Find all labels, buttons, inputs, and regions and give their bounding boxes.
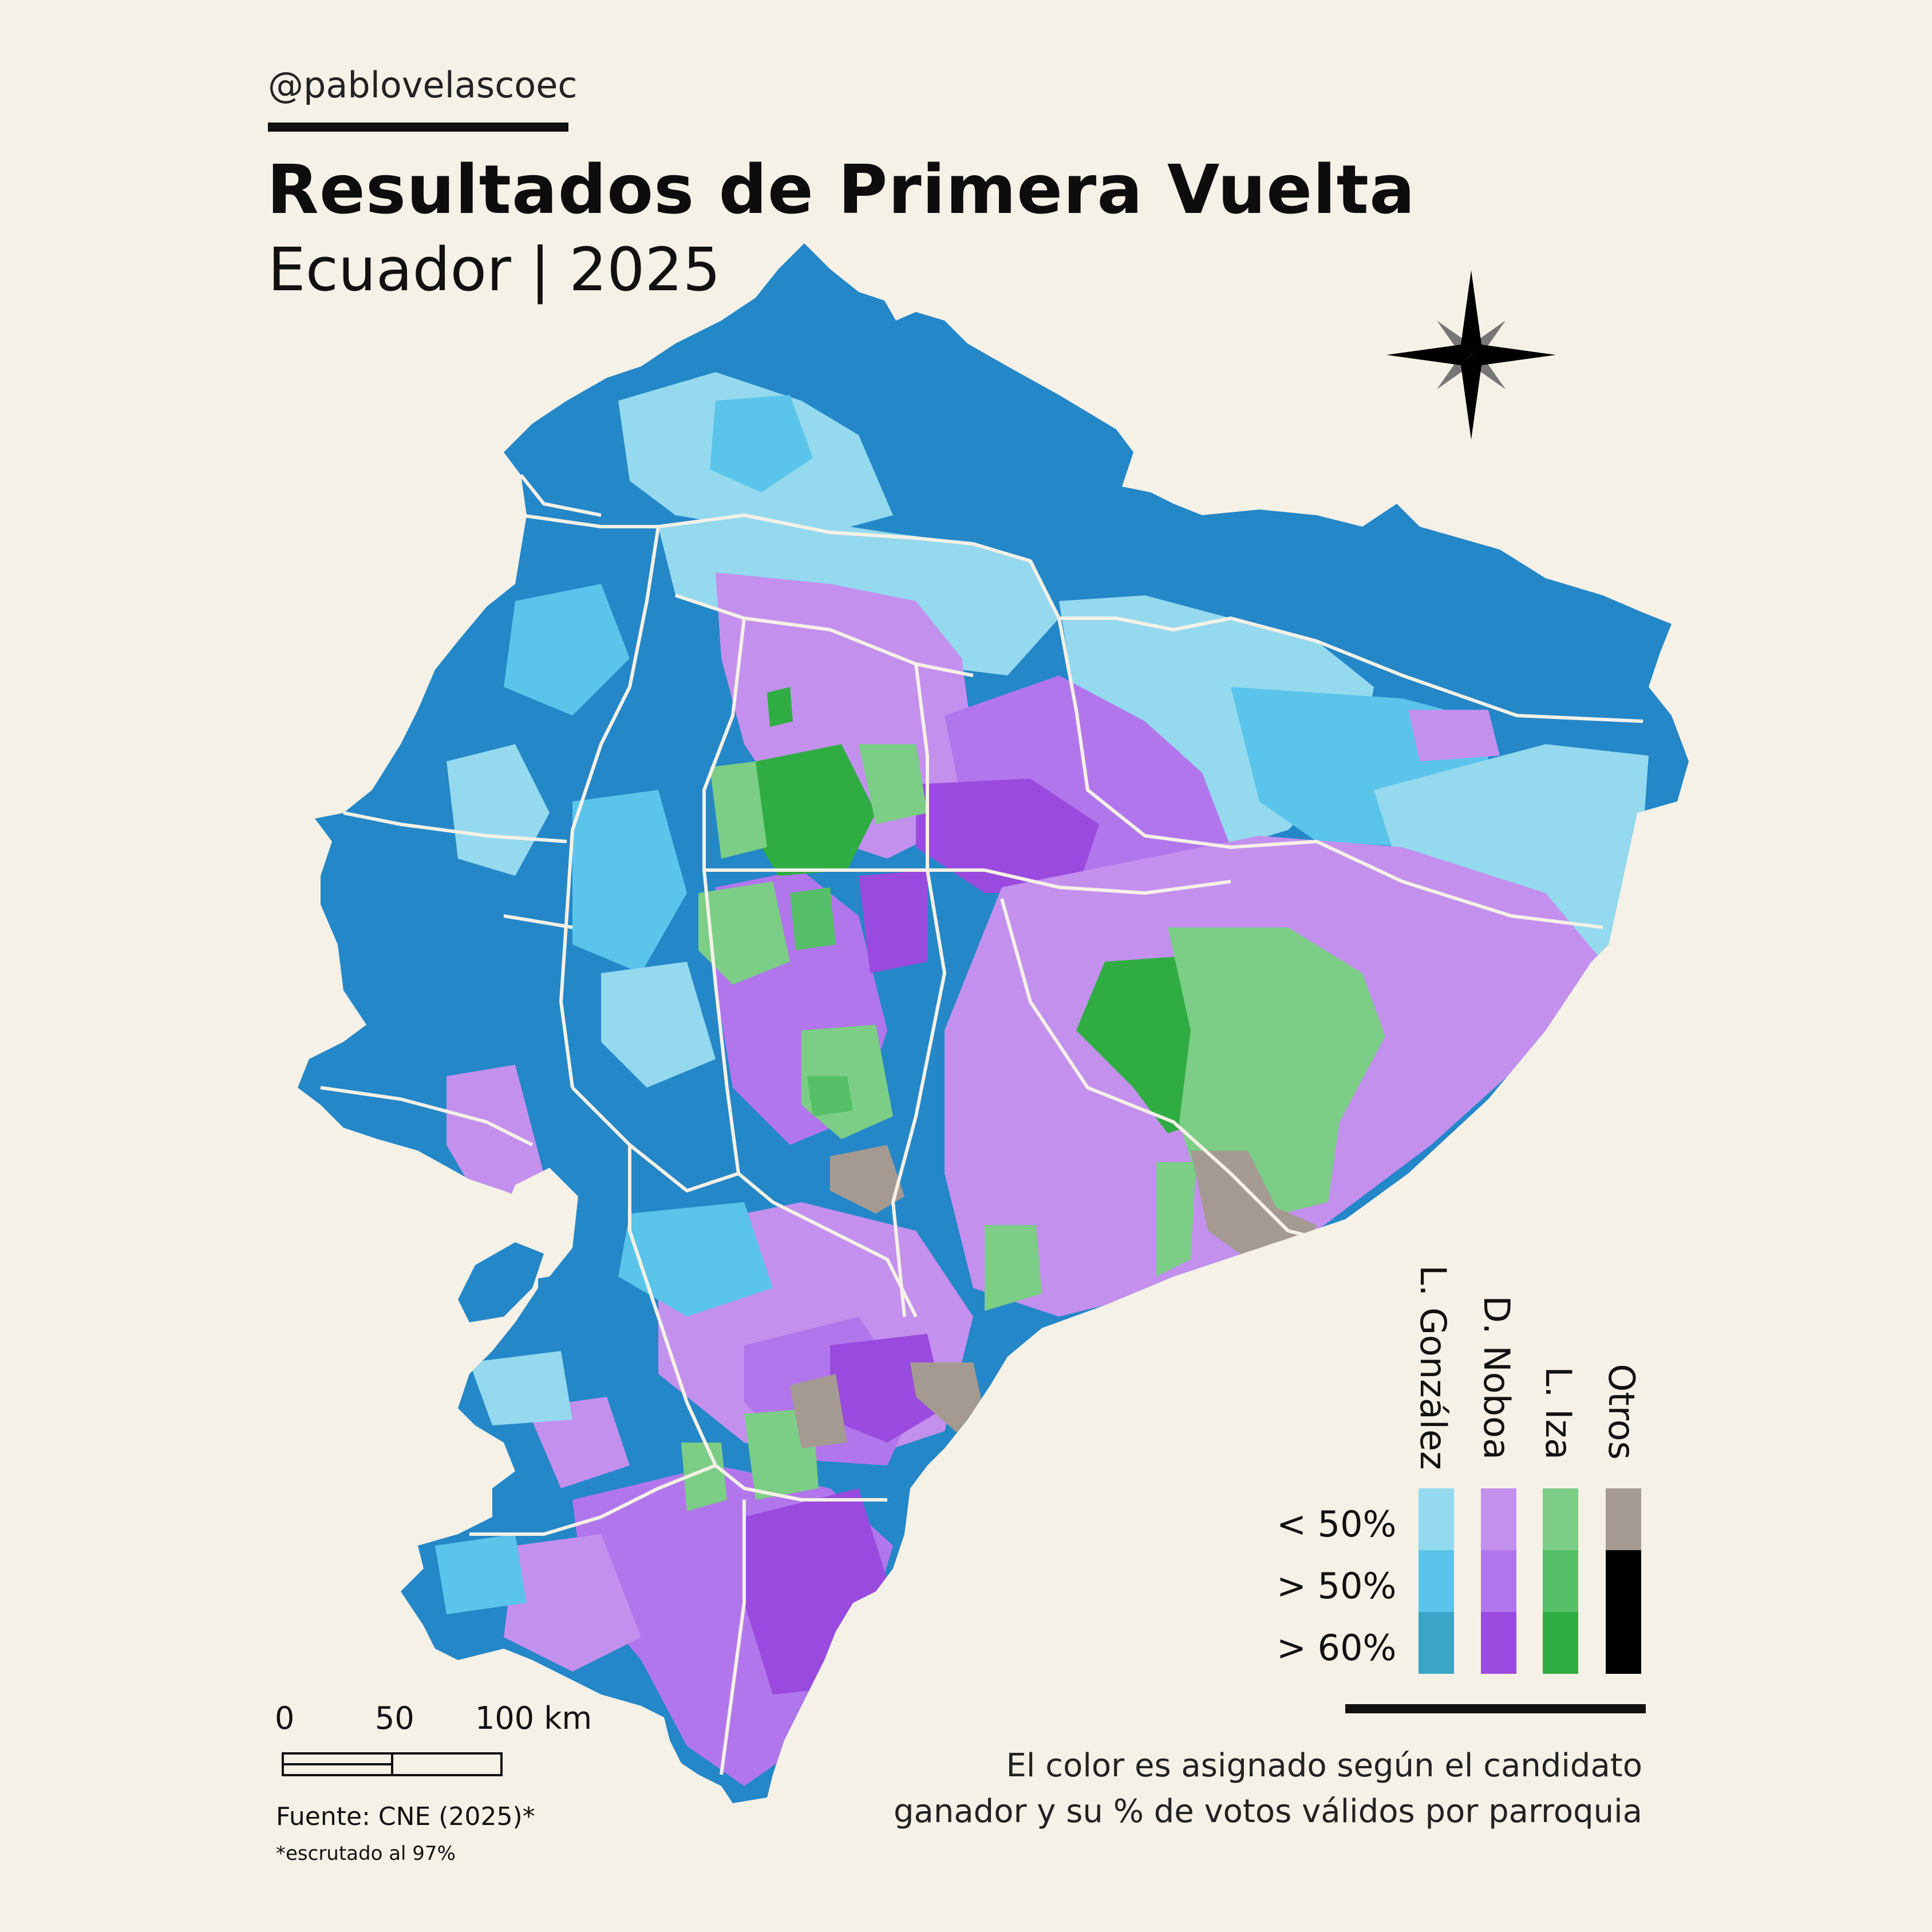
legend-swatch-3-2 bbox=[1606, 1612, 1641, 1674]
legend-rule bbox=[1345, 1704, 1646, 1713]
region-gonzalez-mid-center bbox=[572, 790, 687, 973]
region-iza-light-pastaza bbox=[1168, 927, 1385, 1219]
legend-row-label-above-60: > 60% bbox=[1277, 1627, 1397, 1669]
legend-header-gonzalez: L. González bbox=[1412, 1265, 1454, 1470]
region-iza-light-tungurahua bbox=[859, 744, 927, 824]
legend-swatch-3-0 bbox=[1606, 1488, 1641, 1550]
region-iza-light-cotopaxi bbox=[710, 761, 767, 859]
region-iza-dark-imbabura bbox=[767, 687, 793, 727]
region-iza-light-loja bbox=[681, 1443, 727, 1511]
scale-bar-graphic bbox=[282, 1752, 503, 1776]
region-gonzalez-light-coast bbox=[504, 584, 630, 716]
legend-note: El color es asignado según el candidato … bbox=[894, 1743, 1642, 1835]
legend-swatch-2-0 bbox=[1543, 1488, 1578, 1550]
legend-note-line-2: ganador y su % de votos válidos por parr… bbox=[894, 1793, 1642, 1830]
legend-swatch-1-2 bbox=[1481, 1612, 1516, 1674]
legend-swatch-1-0 bbox=[1481, 1488, 1516, 1550]
region-iza-light-pastaza-south bbox=[1156, 1162, 1196, 1277]
region-noboa-dark-morona bbox=[830, 1334, 945, 1443]
author-handle: @pablovelascoec bbox=[268, 64, 578, 106]
region-otros-pastaza bbox=[1191, 1151, 1317, 1259]
region-noboa-dark-napo bbox=[916, 779, 1099, 893]
legend-swatch-2-2 bbox=[1543, 1612, 1578, 1674]
header-rule bbox=[268, 123, 568, 132]
source-footnote: *escrutado al 97% bbox=[276, 1842, 456, 1865]
legend-swatch-3-1 bbox=[1606, 1550, 1641, 1612]
region-otros-zamora bbox=[790, 1374, 847, 1448]
legend-swatch-1-1 bbox=[1481, 1550, 1516, 1612]
region-gonzalez-mid-loja-coast bbox=[435, 1534, 527, 1614]
region-iza-light-morona bbox=[985, 1225, 1042, 1311]
region-gonzalez-light-los-rios bbox=[601, 962, 716, 1088]
region-noboa-light-coast-santa-elena bbox=[447, 1065, 544, 1214]
puna-island bbox=[458, 1242, 544, 1322]
region-gonzalez-mid-north bbox=[710, 395, 813, 492]
legend-swatch-2-1 bbox=[1543, 1550, 1578, 1612]
legend-header-otros: Otros bbox=[1601, 1364, 1642, 1460]
legend-row-label-below-50: < 50% bbox=[1277, 1503, 1397, 1545]
region-gonzalez-light-east bbox=[1374, 744, 1649, 973]
region-gonzalez-light-el-oro-south bbox=[469, 1351, 572, 1425]
scale-label-50: 50 bbox=[375, 1700, 414, 1736]
map-subtitle: Ecuador | 2025 bbox=[268, 235, 721, 305]
legend-swatch-0-1 bbox=[1419, 1550, 1454, 1612]
region-gonzalez-mid-el-oro bbox=[618, 1202, 773, 1317]
source-text: Fuente: CNE (2025)* bbox=[276, 1802, 535, 1831]
region-noboa-light-sucumbios bbox=[1408, 710, 1500, 761]
legend-row-label-above-50: > 50% bbox=[1277, 1565, 1397, 1607]
legend-swatch-0-0 bbox=[1419, 1488, 1454, 1550]
map-title: Resultados de Primera Vuelta bbox=[267, 150, 1416, 229]
region-iza-mid-canar bbox=[807, 1076, 853, 1116]
legend-note-line-1: El color es asignado según el candidato bbox=[1006, 1747, 1642, 1784]
scale-label-100: 100 km bbox=[475, 1700, 592, 1736]
region-iza-dark-cotopaxi bbox=[744, 744, 876, 876]
region-gonzalez-light-manabi bbox=[447, 744, 550, 876]
region-otros-morona-south bbox=[910, 1362, 985, 1437]
region-iza-light-chimborazo bbox=[698, 882, 790, 985]
region-otros-morona bbox=[830, 1145, 904, 1214]
region-noboa-light-loja-west bbox=[504, 1534, 641, 1672]
north-arrow-icon bbox=[1386, 270, 1556, 440]
scale-label-0: 0 bbox=[275, 1700, 295, 1736]
region-noboa-dark-cotopaxi bbox=[859, 870, 927, 973]
legend-swatch-0-2 bbox=[1419, 1612, 1454, 1674]
region-iza-dark-pastaza bbox=[1076, 956, 1202, 1133]
legend-header-iza: L. Iza bbox=[1538, 1366, 1579, 1460]
legend-header-noboa: D. Noboa bbox=[1476, 1295, 1518, 1460]
region-noboa-dark-zamora bbox=[744, 1488, 887, 1694]
province-boundaries bbox=[320, 474, 1643, 1775]
region-iza-mid-chimborazo bbox=[790, 887, 836, 950]
